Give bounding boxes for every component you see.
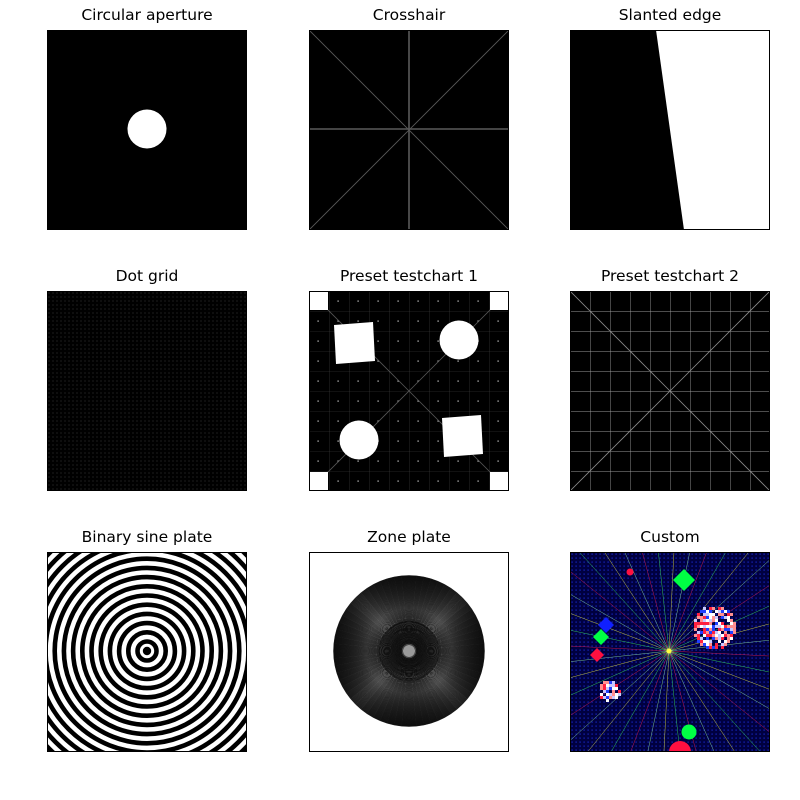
panel-testchart-1: Preset testchart 1 — [309, 267, 509, 491]
testchart-2-image — [570, 291, 770, 491]
panel-dot-grid: Dot grid — [47, 267, 247, 491]
binary-sine-plate-image — [47, 552, 247, 752]
panel-custom: Custom — [570, 528, 770, 752]
dot-grid-image — [47, 291, 247, 491]
testchart-1-image — [309, 291, 509, 491]
crosshair-image — [309, 30, 509, 230]
panel-title: Circular aperture — [81, 6, 213, 24]
panel-binary-sine-plate: Binary sine plate — [47, 528, 247, 752]
panel-testchart-2: Preset testchart 2 — [570, 267, 770, 491]
custom-composite-image — [570, 552, 770, 752]
slanted-edge-image — [570, 30, 770, 230]
panel-title: Slanted edge — [618, 6, 722, 24]
panel-title: Crosshair — [372, 6, 446, 24]
panel-zone-plate: Zone plate — [309, 528, 509, 752]
panel-title: Preset testchart 2 — [600, 267, 740, 285]
panel-crosshair: Crosshair — [309, 6, 509, 230]
circular-aperture-image — [47, 30, 247, 230]
panel-circular-aperture: Circular aperture — [47, 6, 247, 230]
panel-slanted-edge: Slanted edge — [570, 6, 770, 230]
panel-title: Zone plate — [367, 528, 451, 546]
panel-title: Preset testchart 1 — [339, 267, 479, 285]
panel-title: Dot grid — [115, 267, 179, 285]
zone-plate-image — [309, 552, 509, 752]
panel-title: Binary sine plate — [81, 528, 213, 546]
panel-title: Custom — [640, 528, 700, 546]
